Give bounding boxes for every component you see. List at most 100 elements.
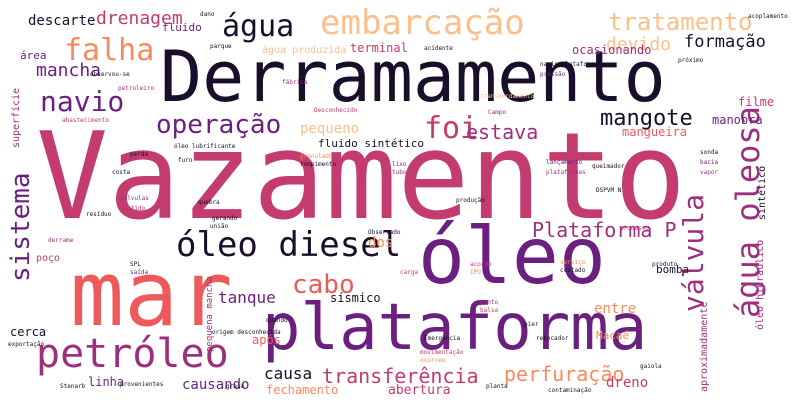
word-vapor: vapor xyxy=(700,169,719,176)
word-plataforma: plataforma xyxy=(262,291,648,365)
word-fluido-sintetico: fluido sintético xyxy=(318,137,424,150)
word-terminal: terminal xyxy=(350,41,408,55)
word-macae: Macaé xyxy=(596,329,630,342)
word-exportacao: exportação xyxy=(8,341,45,348)
word-campo: Campo xyxy=(488,109,507,116)
word-cabo: cabo xyxy=(292,270,355,300)
word-navio: navio xyxy=(40,85,125,118)
word-lancamento: lançamento xyxy=(546,159,583,166)
word-transferencia: transferência xyxy=(322,364,479,388)
word-ocasionando: ocasionando xyxy=(572,43,652,57)
word-entre: entre xyxy=(594,301,637,317)
word-derramamento: Derramamento xyxy=(160,36,666,118)
word-fabrica: fábrica xyxy=(282,79,308,86)
word-gerando: gerando xyxy=(212,215,238,222)
word-saida: saída xyxy=(130,269,149,276)
word-ipu: IPU xyxy=(470,269,481,276)
word-oleo-diesel: óleo diesel xyxy=(176,225,402,265)
word-filme: filme xyxy=(738,95,775,109)
word-proximo: próximo xyxy=(678,57,704,64)
word-stenarb: Stenarb xyxy=(60,383,86,390)
word-valvula: válvula xyxy=(677,193,710,312)
word-producao: produção xyxy=(456,197,485,204)
word-causando: causando xyxy=(182,377,250,393)
word-agua-produzida: água produzida xyxy=(262,45,347,56)
word-lixo: lixo xyxy=(392,161,407,168)
word-quebra: quebra xyxy=(198,199,220,206)
word-dano: dano xyxy=(200,11,215,18)
word-petroleiro: petroleiro xyxy=(118,85,155,92)
word-ponto: ponto xyxy=(480,299,499,306)
word-mangote: mangote xyxy=(600,106,693,131)
word-estava: estava xyxy=(466,120,539,144)
word-pressao: pressão xyxy=(540,71,566,78)
word-acordo: acordo xyxy=(470,261,492,268)
word-falha: falha xyxy=(64,33,155,68)
word-abastecimento: abastecimento xyxy=(62,117,109,124)
word-emergencia: Emergência xyxy=(424,335,461,342)
word-tanque: tanque xyxy=(218,288,276,307)
word-navio-plataforma: navio plataforma xyxy=(540,61,598,68)
word-aproximadamente: aproximadamente xyxy=(699,301,710,392)
word-perda: perda xyxy=(130,151,149,158)
word-valvulas: válvulas xyxy=(120,195,149,202)
word-observado: Observado xyxy=(368,229,401,236)
word-pier: píer xyxy=(524,321,539,328)
word-processo: processo xyxy=(620,225,649,232)
word-descarte: descarte xyxy=(28,13,96,29)
word-produto: produto xyxy=(652,261,678,268)
word-furo: furo xyxy=(178,157,193,164)
word-superficie: superfície xyxy=(11,87,22,148)
word-costa: costa xyxy=(112,169,131,176)
word-planta: planta xyxy=(486,383,508,390)
word-pequeno: pequeno xyxy=(300,121,360,137)
word-spl: SPL xyxy=(130,261,141,268)
word-linha: linha xyxy=(88,375,125,389)
word-desconhecido: Desconhecido xyxy=(314,107,358,114)
word-acidente: acidente xyxy=(424,45,453,52)
word-foi: foi xyxy=(424,111,479,146)
word-sintetico: sintético xyxy=(757,165,768,220)
word-cerca: cerca xyxy=(10,325,47,339)
word-carga: carga xyxy=(400,269,419,276)
word-operacao: operação xyxy=(156,110,282,140)
word-grasa: grasa xyxy=(226,383,245,390)
word-sistema: sistema xyxy=(6,172,36,282)
word-granulado: granulado xyxy=(300,153,333,160)
word-parque: parque xyxy=(210,43,232,50)
word-origem-desconhecida: origem desconhecida xyxy=(212,329,281,336)
word-oleo-hidraulico: óleo hidráulico xyxy=(755,239,766,330)
word-cerca2: costado xyxy=(560,267,586,274)
word-abertura: abertura xyxy=(388,383,451,398)
word-dreno: dreno xyxy=(606,375,649,391)
word-causa: causa xyxy=(264,364,313,383)
word-oleo-lubrificante: óleo lubrificante xyxy=(174,143,236,150)
word-bacia: bacia xyxy=(700,159,719,166)
word-gaiola: gaiola xyxy=(640,363,662,370)
word-apos: após xyxy=(252,333,281,347)
word-plataforma-p: Plataforma P xyxy=(532,218,677,242)
word-fechamento: fechamento xyxy=(266,383,339,397)
word-rebocador: rebocador xyxy=(536,335,569,342)
word-vazamento: Vazamento xyxy=(36,108,687,247)
word-sismico: sísmico xyxy=(330,291,381,305)
word-provenientes: provenientes xyxy=(120,381,164,388)
word-drenagem: drenagem xyxy=(96,8,183,29)
word-area: área xyxy=(20,49,47,62)
word-acoplamento: acoplamento xyxy=(748,13,788,20)
word-pequena-mancha: pequena mancha xyxy=(205,276,215,352)
word-formacao: formação xyxy=(684,32,766,52)
word-transbordamento: transbordamento xyxy=(480,93,535,100)
word-sentido: sentido xyxy=(120,205,146,212)
word-tubo: tubo xyxy=(392,169,407,176)
word-uniao: união xyxy=(210,223,229,230)
word-queimador: queimador xyxy=(592,163,625,170)
word-observou-se: observou-se xyxy=(90,71,130,78)
word-poco: poço xyxy=(36,253,61,264)
word-devido: devido xyxy=(606,34,672,55)
word-petroleo: petróleo xyxy=(36,331,229,377)
word-balsa: balsa xyxy=(480,307,499,314)
word-perfuracao: perfuração xyxy=(504,362,625,386)
word-mancha: mancha xyxy=(36,60,102,81)
